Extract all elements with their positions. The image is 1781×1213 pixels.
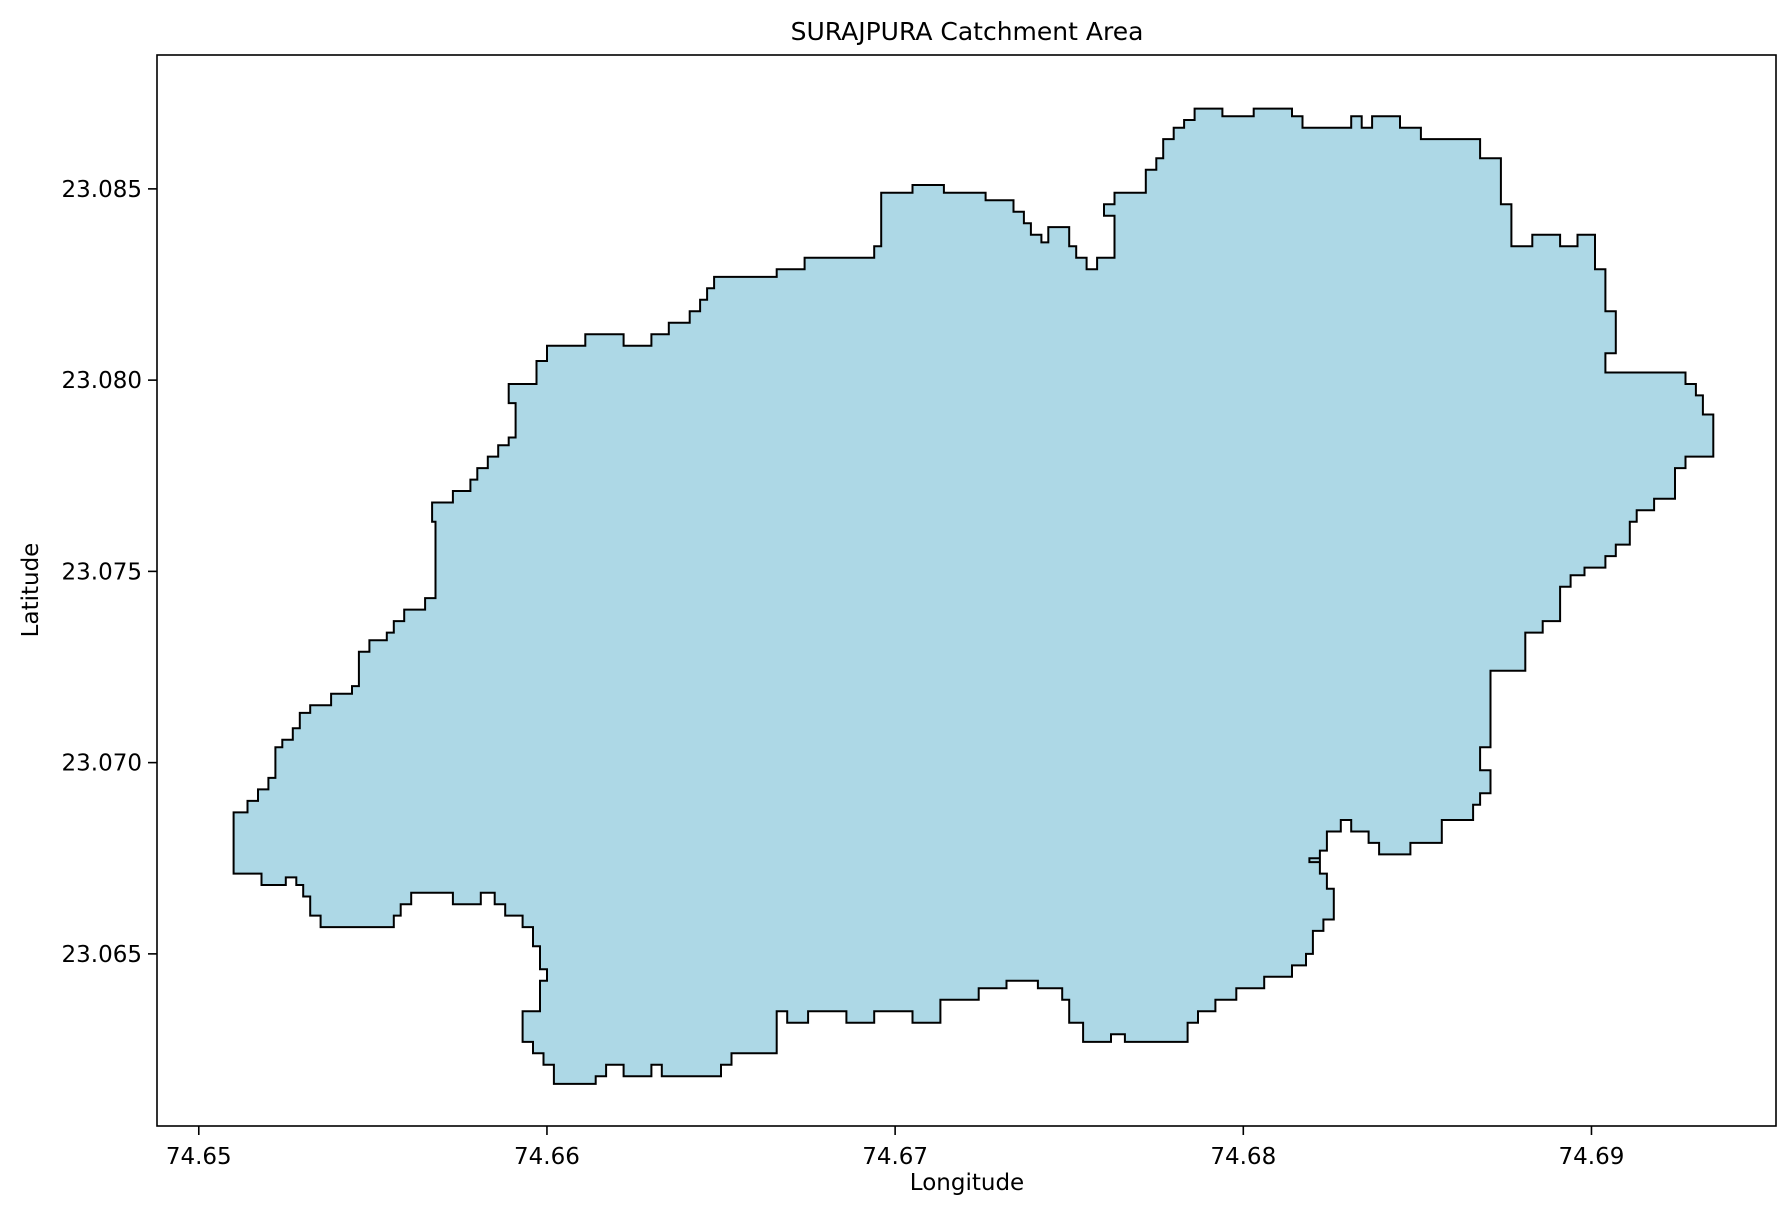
- y-tick-label: 23.080: [62, 368, 142, 394]
- y-axis-ticks: 23.065 23.070 23.075 23.080 23.085: [62, 177, 157, 968]
- x-tick-label: 74.68: [1210, 1144, 1276, 1170]
- x-tick-label: 74.67: [862, 1144, 928, 1170]
- y-tick-label: 23.075: [62, 559, 142, 585]
- plot-area: [156, 54, 1777, 1127]
- catchment-area-polygon: [232, 107, 1715, 1085]
- chart-title: SURAJPURA Catchment Area: [791, 17, 1144, 46]
- y-tick-label: 23.065: [62, 942, 142, 968]
- axes-frame: [156, 54, 1777, 1127]
- x-tick-label: 74.69: [1559, 1144, 1625, 1170]
- y-axis-label: Latitude: [18, 543, 44, 638]
- x-axis-label: Longitude: [910, 1170, 1024, 1196]
- y-tick-label: 23.070: [62, 751, 142, 777]
- x-axis-ticks: 74.65 74.66 74.67 74.68 74.69: [166, 1126, 1625, 1170]
- x-tick-label: 74.66: [514, 1144, 580, 1170]
- x-tick-label: 74.65: [166, 1144, 232, 1170]
- y-tick-label: 23.085: [62, 177, 142, 203]
